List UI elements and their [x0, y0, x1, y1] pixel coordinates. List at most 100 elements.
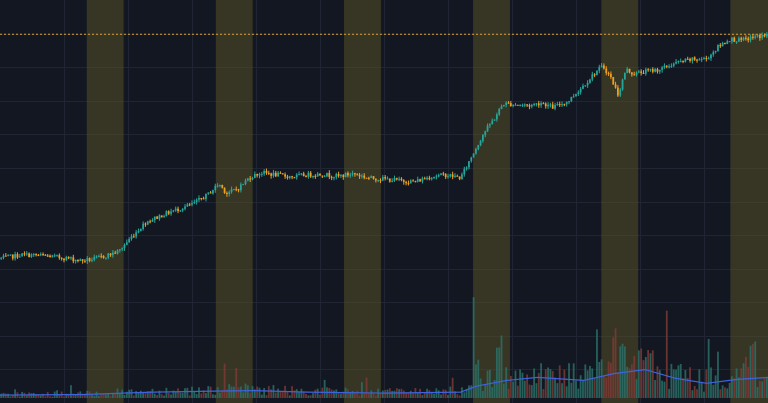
volume-bar: [744, 356, 747, 398]
volume-bar: [198, 387, 200, 398]
candle-body: [177, 208, 179, 212]
candle-body: [458, 176, 461, 179]
volume-bar: [288, 395, 291, 398]
candle-body: [507, 102, 510, 104]
volume-bar: [703, 391, 705, 398]
candle-body: [451, 174, 454, 177]
volume-bar: [514, 370, 517, 398]
candle-body: [193, 202, 196, 204]
volume-bar: [568, 363, 570, 398]
volume-bar: [635, 379, 638, 398]
candle-body: [623, 72, 626, 80]
candle-body: [610, 73, 612, 78]
candle-body: [260, 173, 263, 175]
volume-bar: [142, 392, 145, 398]
candle-body: [758, 35, 761, 39]
volume-bar: [742, 363, 745, 398]
volume-moving-average-line: [0, 368, 768, 396]
candle-body: [237, 189, 240, 191]
candle-body: [486, 125, 489, 132]
candle-body: [449, 174, 452, 177]
volume-bar: [202, 390, 205, 398]
volume-bar: [442, 389, 445, 398]
volume-bar: [735, 368, 738, 398]
volume-bar: [428, 390, 431, 398]
volume-bar: [309, 395, 312, 398]
volume-bar: [72, 393, 75, 398]
volume-bar: [274, 392, 277, 398]
candle-body: [630, 72, 633, 75]
candle-body: [551, 104, 554, 109]
volume-bar: [765, 377, 768, 398]
volume-bar: [477, 359, 480, 398]
volume-bar: [14, 389, 17, 398]
candle-body: [642, 72, 645, 74]
candle-body: [307, 172, 310, 177]
candle-body: [14, 254, 17, 259]
candle-body: [356, 174, 359, 176]
candle-body: [568, 101, 570, 103]
volume-bar: [468, 385, 470, 398]
volume-bar: [561, 383, 563, 398]
candle-body: [649, 69, 652, 71]
candle-body: [528, 105, 531, 107]
volume-bar: [307, 395, 310, 398]
candle-body: [125, 242, 128, 245]
volume-bar: [160, 394, 163, 398]
candle-body: [738, 38, 740, 42]
volume-bar: [447, 394, 449, 398]
candle-body: [253, 173, 256, 178]
volume-bar: [242, 392, 245, 398]
volume-bar: [67, 394, 70, 398]
candle-body: [682, 60, 684, 62]
volume-bar: [444, 389, 447, 398]
candle-body: [207, 192, 210, 194]
volume-bar: [614, 328, 617, 398]
volume-bar: [184, 388, 186, 398]
candle-body: [575, 93, 577, 97]
candle-body: [526, 104, 529, 106]
volume-bar: [316, 388, 319, 398]
candle-body: [221, 184, 224, 188]
volume-bar: [200, 393, 203, 398]
volume-bar: [91, 394, 93, 398]
candle-body: [132, 236, 135, 238]
volume-bar: [454, 391, 456, 398]
candle-body: [498, 108, 501, 115]
candle-body: [28, 253, 30, 258]
volume-bar: [549, 369, 552, 398]
candle-body: [395, 178, 398, 180]
volume-bar: [407, 393, 410, 398]
volume-bar: [81, 393, 84, 398]
candle-body: [405, 181, 408, 184]
candle-body: [349, 174, 352, 176]
volume-bar: [596, 329, 598, 398]
volume-bar: [93, 396, 96, 398]
candle-body: [67, 256, 70, 259]
volume-bar: [630, 364, 633, 398]
volume-bar: [419, 388, 421, 398]
candle-body: [88, 258, 91, 261]
volume-bar: [749, 345, 752, 398]
candle-body: [130, 236, 133, 240]
volume-bar: [733, 378, 736, 398]
candle-body: [614, 84, 617, 88]
candle-body: [640, 71, 643, 73]
candle-body: [414, 181, 417, 183]
volume-bar: [616, 372, 619, 398]
volume-bar: [726, 388, 729, 398]
volume-bar: [570, 382, 573, 398]
volume-bar: [186, 387, 189, 398]
candle-body: [593, 74, 596, 76]
candle-body: [18, 256, 21, 258]
volume-bar: [391, 390, 394, 398]
volume-bar: [542, 388, 545, 398]
candle-body: [612, 77, 615, 85]
candle-body: [549, 104, 552, 106]
candle-body: [744, 37, 747, 39]
candle-body: [749, 36, 752, 41]
candle-body: [607, 73, 610, 75]
